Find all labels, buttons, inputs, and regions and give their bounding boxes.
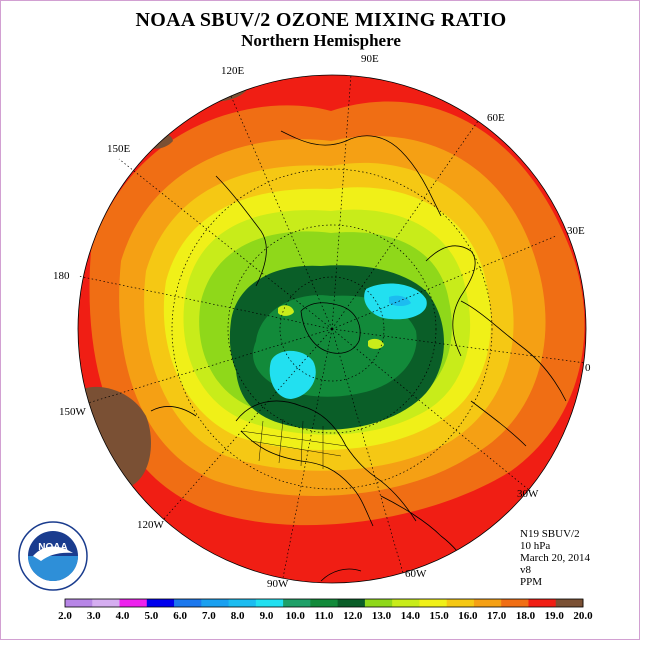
- info-date: March 20, 2014: [520, 552, 590, 564]
- colorbar-swatch: [392, 599, 420, 607]
- colorbar-swatch: [364, 599, 393, 607]
- logo-bird: [33, 546, 73, 561]
- lon-label-120w: 120W: [137, 519, 165, 531]
- graticule: [77, 74, 586, 579]
- colorbar-tick-label: 2.0: [58, 610, 72, 622]
- colorbar-tick-label: 14.0: [401, 610, 421, 622]
- colorbar-swatch: [283, 599, 311, 607]
- lon-label-150e: 150E: [107, 143, 131, 155]
- lon-label-60e: 60E: [487, 112, 505, 124]
- colorbar-swatch: [255, 599, 284, 607]
- polar-map: 90E 60E 30E 0 30W 60W 90W 120W 150W 180 …: [18, 53, 591, 591]
- colorbar-swatch: [419, 599, 448, 607]
- info-satellite: N19 SBUV/2: [520, 528, 580, 540]
- colorbar-swatch: [501, 599, 529, 607]
- colorbar-outline: [64, 598, 584, 608]
- info-level: 10 hPa: [520, 540, 551, 552]
- colorbar-tick-label: 5.0: [144, 610, 158, 622]
- band-8-east: [389, 295, 411, 306]
- lon-label-90e: 90E: [361, 53, 379, 65]
- colorbar-tick-label: 17.0: [487, 610, 507, 622]
- info-units: PPM: [520, 576, 543, 588]
- colorbar-tick-label: 9.0: [260, 610, 274, 622]
- lon-label-90w: 90W: [267, 578, 289, 590]
- colorbar-tick-label: 7.0: [202, 610, 216, 622]
- figure-frame: NOAA SBUV/2 OZONE MIXING RATIO Northern …: [0, 0, 640, 640]
- lon-label-0: 0: [585, 362, 591, 374]
- lon-label-30w: 30W: [517, 488, 539, 500]
- colorbar-swatch: [528, 599, 557, 607]
- colorbar-tick-label: 19.0: [545, 610, 565, 622]
- map-boundary: [77, 74, 587, 584]
- colorbar-swatch: [555, 599, 584, 607]
- colorbar-tick-label: 15.0: [429, 610, 449, 622]
- colorbar-swatches: [65, 599, 584, 607]
- colorbar-tick-label: 4.0: [116, 610, 130, 622]
- colorbar-swatch: [228, 599, 257, 607]
- noaa-logo: NOAA: [18, 521, 88, 591]
- colorbar-swatch: [310, 599, 339, 607]
- logo-sea: [28, 556, 78, 581]
- colorbar-tick-label: 16.0: [458, 610, 478, 622]
- colorbar-swatch: [201, 599, 230, 607]
- colorbar: 2.0 3.0 4.0 5.0 6.0 7.0 8.0 9.0 10.0 11.0 12.0 13.0…: [58, 598, 593, 622]
- map-title: NOAA SBUV/2 OZONE MIXING RATIO: [135, 9, 507, 31]
- lon-label-150w: 150W: [59, 406, 87, 418]
- colorbar-tick-label: 6.0: [173, 610, 187, 622]
- logo-text: NOAA: [38, 542, 67, 553]
- colorbar-tick-label: 20.0: [573, 610, 593, 622]
- info-version: v8: [520, 564, 531, 576]
- colorbar-swatch: [119, 599, 148, 607]
- map-subtitle: Northern Hemisphere: [241, 31, 401, 50]
- lon-label-120e: 120E: [221, 65, 245, 77]
- colorbar-tick-label: 11.0: [315, 610, 334, 622]
- colorbar-tick-labels: 2.0 3.0 4.0 5.0 6.0 7.0 8.0 9.0 10.0 11.0 12.0 13.0…: [58, 610, 593, 622]
- colorbar-swatch: [92, 599, 121, 607]
- lon-label-60w: 60W: [405, 568, 427, 580]
- colorbar-swatch: [446, 599, 475, 607]
- lon-label-180: 180: [53, 270, 70, 282]
- colorbar-tick-label: 10.0: [286, 610, 306, 622]
- colorbar-swatch: [473, 599, 502, 607]
- colorbar-tick-label: 8.0: [231, 610, 245, 622]
- colorbar-swatch: [337, 599, 366, 607]
- colorbar-tick-label: 3.0: [87, 610, 101, 622]
- lon-label-30e: 30E: [567, 225, 585, 237]
- pocket-green: [278, 305, 294, 316]
- colorbar-swatch: [146, 599, 175, 607]
- pocket-green-2: [368, 338, 384, 349]
- colorbar-tick-label: 12.0: [343, 610, 363, 622]
- colorbar-swatch: [65, 599, 93, 607]
- info-block: N19 SBUV/2 10 hPa March 20, 2014 v8 PPM: [520, 528, 590, 588]
- colorbar-tick-label: 18.0: [516, 610, 536, 622]
- colorbar-swatch: [174, 599, 202, 607]
- colorbar-tick-label: 13.0: [372, 610, 392, 622]
- longitude-labels: 90E 60E 30E 0 30W 60W 90W 120W 150W 180 …: [53, 53, 591, 590]
